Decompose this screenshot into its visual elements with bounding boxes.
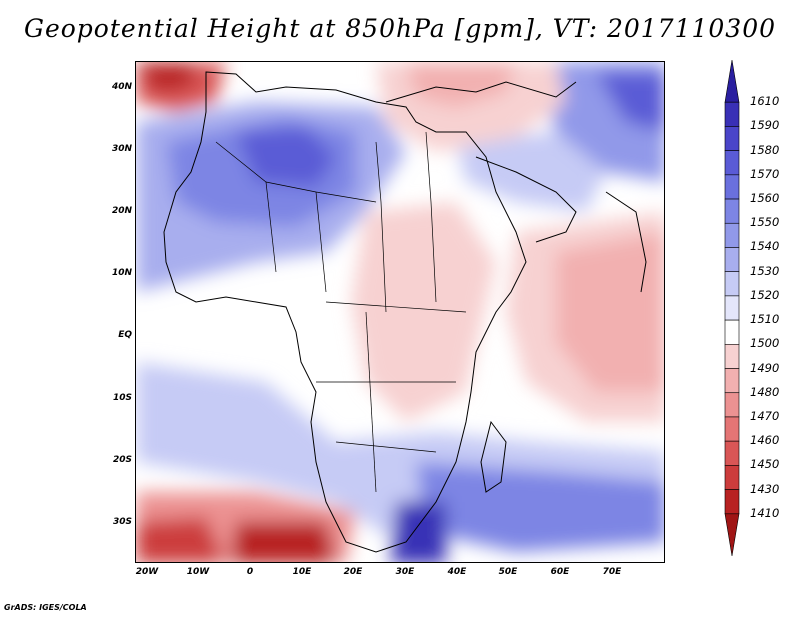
colorbar-level-label: 1470 bbox=[750, 408, 780, 423]
lon-label-50e: 50E bbox=[498, 567, 518, 577]
colorbar-level-label: 1580 bbox=[750, 142, 780, 157]
lon-label-20w: 20W bbox=[135, 567, 159, 577]
india-coast bbox=[605, 191, 647, 293]
field-shading bbox=[136, 62, 664, 562]
colorbar-level-label: 1510 bbox=[750, 312, 780, 327]
lon-label-40e: 40E bbox=[447, 567, 467, 577]
lon-label-0: 0 bbox=[246, 567, 254, 577]
colorbar-level-label: 1410 bbox=[750, 505, 780, 520]
colorbar-swatch bbox=[724, 440, 740, 466]
madagascar-coast bbox=[480, 420, 507, 493]
border-1 bbox=[215, 141, 377, 203]
colorbar-level-label: 1540 bbox=[750, 239, 780, 254]
lat-label-10s: 10S bbox=[112, 393, 132, 403]
colorbar-swatch bbox=[724, 271, 740, 297]
colorbar-level-label: 1430 bbox=[750, 481, 780, 496]
colorbar-top-arrow bbox=[724, 59, 740, 103]
colorbar-level-label: 1530 bbox=[750, 263, 780, 278]
colorbar-level-label: 1490 bbox=[750, 360, 780, 375]
colorbar-swatch bbox=[724, 392, 740, 418]
colorbar-swatch bbox=[724, 126, 740, 151]
colorbar bbox=[724, 59, 740, 557]
lat-label-20n: 20N bbox=[111, 206, 132, 216]
lon-label-60e: 60E bbox=[550, 567, 570, 577]
border-2 bbox=[265, 181, 277, 273]
lat-label-30s: 30S bbox=[112, 517, 132, 527]
coastlines bbox=[163, 71, 647, 553]
lon-label-10e: 10E bbox=[292, 567, 312, 577]
border-6 bbox=[325, 301, 467, 313]
pink-region-mediterranean-core bbox=[406, 62, 516, 107]
colorbar-level-label: 1500 bbox=[750, 336, 780, 351]
colorbar-bottom-arrow bbox=[724, 513, 740, 557]
blue-region-southeast-max bbox=[391, 502, 446, 562]
colorbar-swatch bbox=[724, 465, 740, 490]
lat-label-20s: 20S bbox=[112, 455, 132, 465]
blue-region-asia-core bbox=[596, 72, 664, 132]
pink-region-indian-ocean-core bbox=[556, 232, 664, 392]
map-title: Geopotential Height at 850hPa [gpm], VT:… bbox=[23, 14, 777, 43]
colorbar-swatch bbox=[724, 416, 740, 442]
colorbar-swatch bbox=[724, 344, 740, 369]
lon-label-20e: 20E bbox=[343, 567, 363, 577]
blue-region-sahara-max bbox=[236, 127, 336, 187]
lon-label-70e: 70E bbox=[602, 567, 622, 577]
red-region-nw-core bbox=[136, 62, 196, 92]
colorbar-swatch bbox=[724, 295, 740, 321]
lat-label-10n: 10N bbox=[111, 268, 132, 278]
colorbar-level-label: 1520 bbox=[750, 287, 780, 302]
colorbar-level-label: 1450 bbox=[750, 457, 780, 472]
colorbar-level-label: 1560 bbox=[750, 191, 780, 206]
colorbar-swatch bbox=[724, 368, 740, 394]
colorbar-swatch bbox=[724, 198, 740, 224]
geopotential-field bbox=[136, 62, 664, 562]
lat-label-30n: 30N bbox=[111, 144, 132, 154]
lat-label-40n: 40N bbox=[111, 82, 132, 92]
colorbar-swatch bbox=[724, 222, 740, 248]
colorbar-level-label: 1610 bbox=[750, 94, 780, 109]
colorbar-level-label: 1550 bbox=[750, 215, 780, 230]
lon-label-30e: 30E bbox=[395, 567, 415, 577]
africa-coastline bbox=[163, 71, 527, 553]
red-region-sw-core-west bbox=[136, 517, 226, 562]
blue-region-arabia bbox=[456, 132, 606, 212]
colorbar-swatch bbox=[724, 174, 740, 200]
colorbar-level-label: 1590 bbox=[750, 118, 780, 133]
pink-region-east-africa bbox=[351, 202, 496, 422]
colorbar-level-label: 1480 bbox=[750, 384, 780, 399]
colorbar-level-label: 1570 bbox=[750, 166, 780, 181]
colorbar-swatch bbox=[724, 150, 740, 176]
colorbar-swatch bbox=[724, 489, 740, 515]
border-4 bbox=[375, 141, 387, 313]
colorbar-swatch bbox=[724, 247, 740, 272]
red-region-sw-core-east bbox=[231, 522, 336, 562]
footer-credit: GrADS: IGES/COLA bbox=[4, 603, 87, 612]
colorbar-swatch bbox=[724, 101, 740, 127]
border-9 bbox=[365, 311, 377, 493]
country-borders bbox=[215, 131, 467, 493]
colorbar-swatch bbox=[724, 319, 740, 345]
border-5 bbox=[425, 131, 437, 303]
lat-label-eq: EQ bbox=[118, 330, 132, 340]
colorbar-level-label: 1460 bbox=[750, 433, 780, 448]
arabia-coast bbox=[475, 156, 577, 243]
lon-label-10w: 10W bbox=[186, 567, 210, 577]
southern-europe-coast bbox=[385, 81, 577, 103]
blue-region-southeast-core bbox=[416, 462, 664, 552]
border-3 bbox=[315, 191, 327, 293]
border-8 bbox=[335, 441, 437, 453]
map-plot-area bbox=[135, 61, 665, 563]
